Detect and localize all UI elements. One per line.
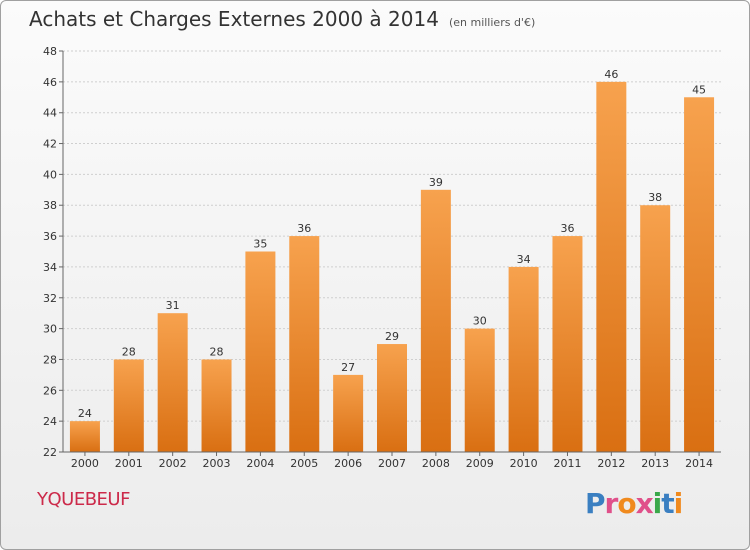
bars: 24 28 31 28 35 36 27 29 39 30 34 36 46 38 45: [69, 68, 715, 453]
bar: [640, 205, 671, 452]
bar: [69, 421, 100, 452]
x-tick-label: 2014: [685, 457, 713, 470]
y-tick-label: 46: [43, 76, 57, 89]
x-tick-label: 2013: [641, 457, 669, 470]
x-tick-label: 2005: [290, 457, 318, 470]
bar: [684, 97, 715, 453]
logo-letter: o: [617, 487, 636, 520]
bar: [552, 236, 583, 452]
y-tick-label: 44: [43, 107, 57, 120]
data-label: 46: [604, 68, 618, 81]
logo-letter: i: [673, 487, 684, 520]
y-tick-label: 30: [43, 323, 57, 336]
data-label: 36: [560, 222, 574, 235]
y-tick-label: 48: [43, 45, 57, 58]
bar: [596, 81, 627, 452]
y-tick-label: 34: [43, 261, 57, 274]
x-tick-label: 2012: [597, 457, 625, 470]
y-tick-label: 28: [43, 353, 57, 366]
bar: [289, 236, 320, 452]
bar: [245, 251, 276, 452]
logo-letter: P: [585, 487, 606, 520]
logo-letter: r: [604, 487, 619, 520]
x-tick-label: 2000: [71, 457, 99, 470]
data-label: 27: [341, 361, 355, 374]
commune-name: YQUEBEUF: [37, 489, 130, 510]
logo-letter: x: [635, 487, 654, 520]
data-label: 28: [210, 345, 224, 358]
data-label: 31: [166, 299, 180, 312]
bar: [377, 344, 407, 452]
x-tick-label: 2004: [246, 457, 274, 470]
data-label: 34: [517, 253, 531, 266]
chart-subtitle: (en milliers d'€): [448, 16, 536, 29]
bar: [201, 359, 232, 452]
x-tick-label: 2011: [553, 457, 581, 470]
proxiti-logo: Proxiti: [585, 487, 684, 520]
y-tick-label: 24: [43, 415, 57, 428]
y-tick-label: 40: [43, 168, 57, 181]
bar: [333, 374, 364, 452]
x-tick-label: 2007: [378, 457, 406, 470]
logo-letter: i: [652, 487, 663, 520]
axes: 22 24 26 28 30 32 34 36 38 40 42 44 46 48 2000 2001 2002…: [43, 45, 721, 470]
x-tick-label: 2010: [510, 457, 538, 470]
x-tick-label: 2003: [203, 457, 231, 470]
x-tick-label: 2002: [159, 457, 187, 470]
x-tick-label: 2006: [334, 457, 362, 470]
bar: [508, 266, 539, 452]
data-label: 38: [648, 191, 662, 204]
bar: [420, 189, 451, 453]
data-label: 24: [78, 407, 92, 420]
data-label: 35: [253, 238, 267, 251]
x-tick-label: 2008: [422, 457, 450, 470]
logo-letter: t: [661, 487, 674, 520]
y-tick-label: 26: [43, 384, 57, 397]
data-label: 39: [429, 176, 443, 189]
data-label: 28: [122, 345, 136, 358]
data-label: 29: [385, 330, 399, 343]
y-tick-label: 36: [43, 230, 57, 243]
bar: [113, 359, 144, 452]
data-label: 36: [297, 222, 311, 235]
chart-title: Achats et Charges Externes 2000 à 2014 (e…: [29, 7, 535, 31]
y-tick-label: 32: [43, 292, 57, 305]
data-label: 30: [473, 315, 487, 328]
y-tick-label: 38: [43, 199, 57, 212]
data-label: 45: [692, 83, 706, 96]
y-tick-label: 22: [43, 446, 57, 459]
bar: [464, 328, 495, 452]
x-tick-label: 2009: [466, 457, 494, 470]
y-tick-label: 42: [43, 138, 57, 151]
chart-title-text: Achats et Charges Externes 2000 à 2014: [29, 7, 439, 31]
bar: [157, 313, 188, 452]
x-tick-label: 2001: [115, 457, 143, 470]
